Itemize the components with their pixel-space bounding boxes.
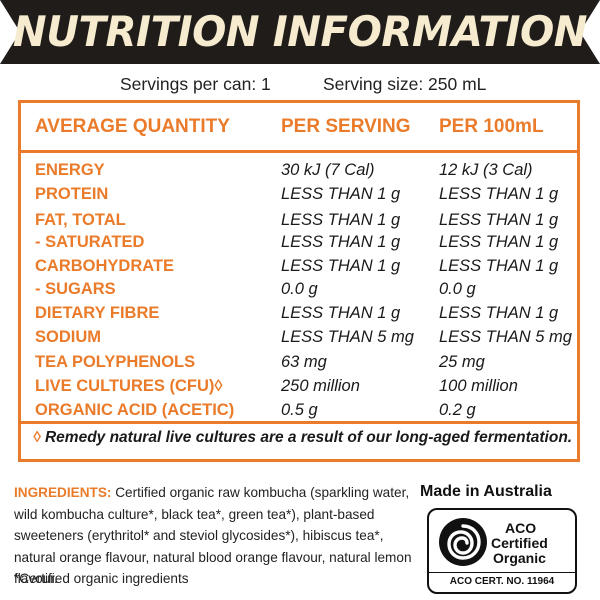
per-serving-value: 250 million xyxy=(281,377,360,395)
table-divider xyxy=(21,421,577,424)
nutrient-name: SODIUM xyxy=(35,328,101,346)
per-serving-value: 30 kJ (7 Cal) xyxy=(281,161,375,179)
header-average-quantity: AVERAGE QUANTITY xyxy=(35,116,230,137)
aco-certified-badge: ACO Certified Organic ACO CERT. NO. 1196… xyxy=(427,508,577,594)
per-100ml-value: LESS THAN 1 g xyxy=(439,211,559,229)
per-100ml-value: 25 mg xyxy=(439,353,485,371)
table-row: CARBOHYDRATE LESS THAN 1 g LESS THAN 1 g xyxy=(21,254,577,278)
per-100ml-value: LESS THAN 1 g xyxy=(439,185,559,203)
table-header: AVERAGE QUANTITY PER SERVING PER 100mL xyxy=(21,103,577,153)
table-row: - SUGARS 0.0 g 0.0 g xyxy=(21,277,577,301)
per-serving-value: 0.0 g xyxy=(281,280,318,298)
nutrient-name: - SUGARS xyxy=(35,280,116,298)
per-100ml-value: 0.0 g xyxy=(439,280,476,298)
table-row: PROTEIN LESS THAN 1 g LESS THAN 1 g xyxy=(21,182,577,206)
header-per-serving: PER SERVING xyxy=(281,116,411,137)
table-row: SODIUM LESS THAN 5 mg LESS THAN 5 mg xyxy=(21,325,577,349)
nutrient-name: FAT, TOTAL xyxy=(35,211,126,229)
table-row: TEA POLYPHENOLS 63 mg 25 mg xyxy=(21,350,577,374)
nutrient-name: ORGANIC ACID (ACETIC) xyxy=(35,401,235,419)
nutrient-name: LIVE CULTURES (CFU)◊ xyxy=(35,377,223,395)
per-serving-value: LESS THAN 1 g xyxy=(281,185,401,203)
page-title: NUTRITION INFORMATION xyxy=(12,7,588,56)
aco-line-1: ACO xyxy=(505,520,537,536)
aco-bud-logo-icon xyxy=(439,518,487,566)
per-100ml-value: LESS THAN 1 g xyxy=(439,233,559,251)
per-serving-value: 63 mg xyxy=(281,353,327,371)
table-row: LIVE CULTURES (CFU)◊ 250 million 100 mil… xyxy=(21,374,577,398)
title-banner: NUTRITION INFORMATION xyxy=(0,0,600,64)
nutrition-table: AVERAGE QUANTITY PER SERVING PER 100mL E… xyxy=(18,100,580,462)
nutrient-name: PROTEIN xyxy=(35,185,109,203)
per-serving-value: LESS THAN 1 g xyxy=(281,233,401,251)
table-row: - SATURATED LESS THAN 1 g LESS THAN 1 g xyxy=(21,230,577,254)
per-serving-value: LESS THAN 1 g xyxy=(281,211,401,229)
ingredients-text: Certified organic raw kombucha (sparklin… xyxy=(14,485,412,586)
per-serving-value: LESS THAN 5 mg xyxy=(281,328,414,346)
aco-badge-border xyxy=(427,508,577,594)
aco-line-2: Certified xyxy=(491,535,548,551)
per-100ml-value: 12 kJ (3 Cal) xyxy=(439,161,533,179)
per-100ml-value: LESS THAN 5 mg xyxy=(439,328,572,346)
table-row: ORGANIC ACID (ACETIC) 0.5 g 0.2 g xyxy=(21,398,577,422)
serving-size: Serving size: 250 mL xyxy=(323,74,487,94)
footnote-text: Remedy natural live cultures are a resul… xyxy=(40,429,573,446)
certified-organic-note: *Certified organic ingredients xyxy=(14,571,189,586)
per-serving-value: LESS THAN 1 g xyxy=(281,257,401,275)
nutrient-name: TEA POLYPHENOLS xyxy=(35,353,196,371)
table-row: FAT, TOTAL LESS THAN 1 g LESS THAN 1 g xyxy=(21,208,577,232)
per-serving-value: 0.5 g xyxy=(281,401,318,419)
per-100ml-value: 100 million xyxy=(439,377,518,395)
aco-divider xyxy=(427,572,577,573)
aco-cert-number: ACO CERT. NO. 11964 xyxy=(449,576,555,587)
per-100ml-value: LESS THAN 1 g xyxy=(439,257,559,275)
per-100ml-value: 0.2 g xyxy=(439,401,476,419)
nutrient-name: CARBOHYDRATE xyxy=(35,257,175,275)
live-cultures-footnote: ◊ Remedy natural live cultures are a res… xyxy=(33,429,572,447)
per-serving-value: LESS THAN 1 g xyxy=(281,304,401,322)
ingredients-block: INGREDIENTS: Certified organic raw kombu… xyxy=(14,482,412,590)
table-row: ENERGY 30 kJ (7 Cal) 12 kJ (3 Cal) xyxy=(21,158,577,182)
nutrient-name: ENERGY xyxy=(35,161,105,179)
header-per-100ml: PER 100mL xyxy=(439,116,544,137)
footnote-mark: ◊ xyxy=(33,429,41,446)
table-row: DIETARY FIBRE LESS THAN 1 g LESS THAN 1 … xyxy=(21,301,577,325)
made-in-australia: Made in Australia xyxy=(420,483,552,500)
nutrient-name: - SATURATED xyxy=(35,233,145,251)
ingredients-label: INGREDIENTS: xyxy=(14,485,112,500)
nutrient-name: DIETARY FIBRE xyxy=(35,304,160,322)
servings-per-can: Servings per can: 1 xyxy=(120,74,271,94)
per-100ml-value: LESS THAN 1 g xyxy=(439,304,559,322)
banner-ribbon-shape xyxy=(0,0,600,64)
aco-line-3: Organic xyxy=(493,550,546,566)
